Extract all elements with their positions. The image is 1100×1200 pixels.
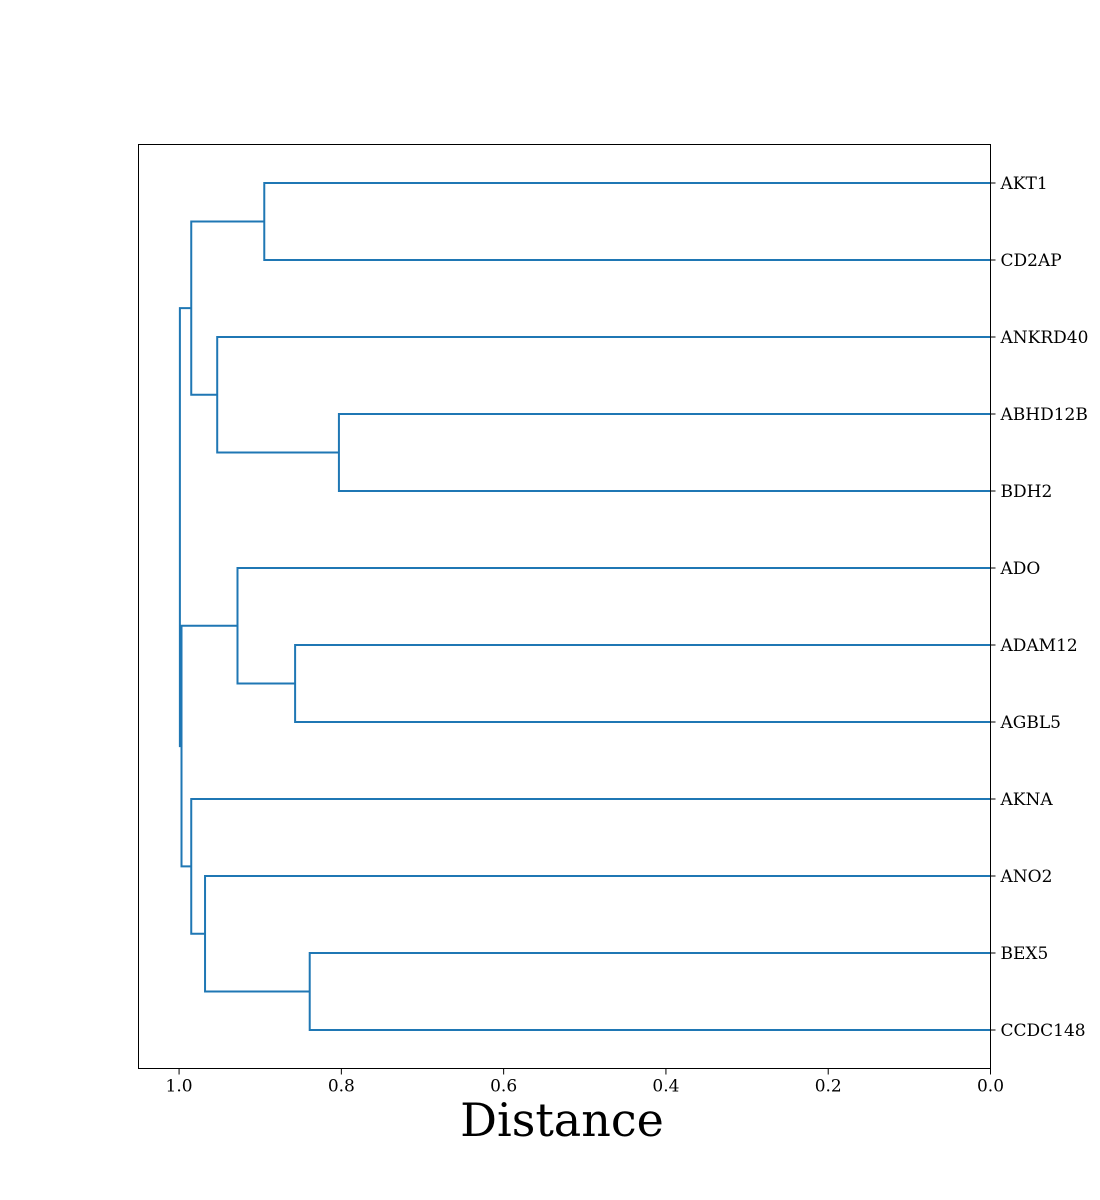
leaf-label: ANO2 xyxy=(1000,867,1053,887)
plot-frame xyxy=(138,144,991,1069)
leaf-label: BEX5 xyxy=(1001,944,1049,964)
dendrogram-links xyxy=(178,182,991,1031)
leaf-label: CCDC148 xyxy=(1001,1021,1086,1041)
dendrogram-link xyxy=(190,220,265,396)
leaf-label: ANKRD40 xyxy=(1000,328,1089,348)
leaf-label: ADAM12 xyxy=(1000,636,1078,656)
x-tick-label: 0.2 xyxy=(815,1077,842,1097)
x-tick-label: 1.0 xyxy=(166,1077,193,1097)
x-axis: 1.0 0.8 0.6 0.4 0.2 0.0 xyxy=(166,1068,1004,1097)
x-axis-title: Distance xyxy=(460,1093,664,1147)
dendrogram-link xyxy=(236,567,991,685)
leaf-label: AKT1 xyxy=(1000,174,1048,194)
leaf-label: ADO xyxy=(1000,559,1041,579)
x-tick-label: 0.0 xyxy=(977,1077,1004,1097)
dendrogram-link xyxy=(294,644,991,723)
leaf-labels: AKT1 CD2AP ANKRD40 ABHD12B BDH2 ADO ADAM12 AGBL… xyxy=(990,174,1089,1041)
leaf-label: AGBL5 xyxy=(1000,713,1061,733)
dendrogram-link xyxy=(178,307,192,748)
x-tick-label: 0.6 xyxy=(490,1077,517,1097)
leaf-label: ABHD12B xyxy=(1000,405,1088,425)
x-tick-label: 0.8 xyxy=(328,1077,355,1097)
leaf-label: CD2AP xyxy=(1001,251,1062,271)
dendrogram-link xyxy=(308,952,991,1031)
dendrogram-link xyxy=(180,624,238,868)
leaf-label: BDH2 xyxy=(1001,482,1053,502)
dendrogram-link xyxy=(263,182,991,261)
dendrogram-link xyxy=(204,875,991,993)
x-tick-label: 0.4 xyxy=(652,1077,679,1097)
leaf-label: AKNA xyxy=(1000,790,1054,810)
dendrogram-link xyxy=(216,336,991,454)
dendrogram-link xyxy=(337,413,991,492)
dendrogram-link xyxy=(190,798,991,935)
